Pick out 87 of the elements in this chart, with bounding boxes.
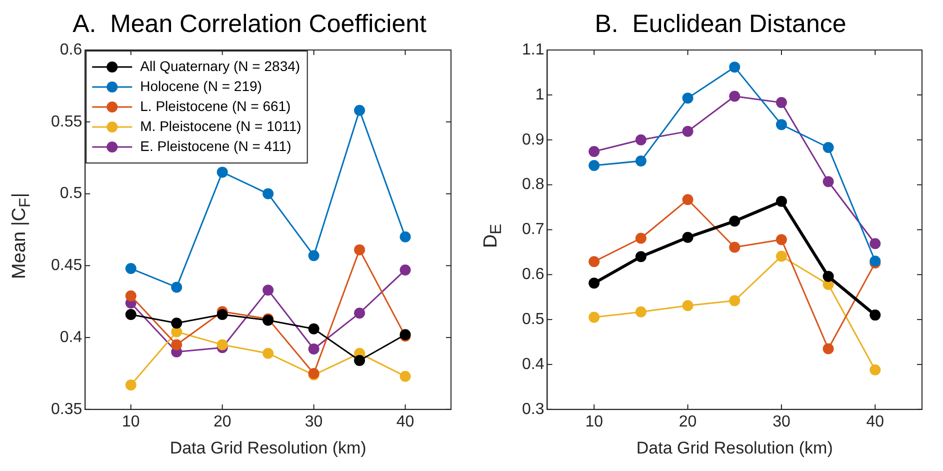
point (588, 278, 600, 289)
point (125, 263, 136, 274)
point (776, 196, 787, 207)
chart-title: A. Mean Correlation Coefficient (72, 10, 426, 38)
x-tick-label: 40 (866, 413, 884, 430)
point (354, 355, 366, 366)
point (635, 306, 646, 318)
x-axis-title: Data Grid Resolution (km) (636, 438, 833, 458)
point (588, 146, 600, 158)
point (776, 250, 787, 262)
y-tick-label: 0.7 (522, 221, 544, 238)
legend-label: Holocene (N = 219) (140, 78, 262, 94)
y-tick-label: 0.4 (522, 356, 544, 373)
point (822, 343, 834, 354)
point (635, 155, 646, 166)
point (308, 323, 320, 334)
point (822, 176, 834, 188)
point (125, 379, 136, 390)
x-tick-label: 20 (678, 413, 697, 430)
point (262, 348, 274, 359)
point (635, 251, 646, 262)
legend-label: E. Pleistocene (N = 411) (140, 138, 292, 154)
point (262, 284, 274, 296)
point (682, 194, 694, 206)
point (776, 97, 787, 108)
chart-title: B. Euclidean Distance (594, 10, 846, 38)
point (588, 312, 600, 323)
point (682, 232, 694, 243)
legend-label: M. Pleistocene (N = 1011) (140, 118, 302, 134)
point (729, 242, 740, 253)
point (776, 119, 787, 130)
point (635, 232, 646, 244)
y-tick-label: 0.5 (60, 185, 82, 202)
point (171, 318, 182, 329)
point (354, 244, 366, 256)
point (216, 339, 228, 350)
x-tick-label: 30 (772, 413, 790, 430)
point (308, 250, 320, 262)
point (729, 295, 740, 306)
point (822, 270, 834, 282)
y-tick-label: 0.4 (60, 328, 82, 346)
y-tick-label: 0.9 (522, 131, 544, 148)
y-tick-label: 1.1 (522, 41, 544, 58)
point (354, 308, 366, 319)
y-tick-label: 0.8 (522, 176, 544, 194)
x-axis-title: Data Grid Resolution (km) (170, 438, 366, 458)
point (400, 264, 411, 276)
y-tick-label: 0.45 (51, 257, 82, 274)
point (729, 90, 740, 102)
y-tick-label: 0.55 (51, 113, 82, 130)
y-tick-label: 0.6 (522, 266, 544, 284)
point (171, 282, 182, 293)
point (588, 160, 600, 171)
point (171, 339, 182, 350)
y-tick-label: 1 (535, 86, 544, 104)
point (125, 309, 136, 320)
x-tick-label: 30 (304, 413, 323, 430)
point (588, 256, 600, 268)
point (822, 142, 834, 153)
y-tick-label: 0.3 (522, 400, 544, 418)
point (682, 126, 694, 137)
point (776, 234, 787, 246)
point (400, 370, 411, 382)
point (682, 300, 694, 312)
point (125, 290, 136, 302)
point (870, 310, 881, 321)
legend-label: All Quaternary (N = 2834) (140, 58, 300, 74)
point (400, 231, 411, 242)
x-tick-label: 40 (396, 413, 414, 430)
y-tick-label: 0.5 (522, 310, 544, 328)
point (870, 364, 881, 376)
point (262, 188, 274, 200)
point (682, 92, 694, 104)
point (216, 309, 228, 320)
x-tick-label: 10 (585, 413, 604, 430)
y-tick-label: 0.6 (60, 41, 82, 58)
point (216, 166, 228, 178)
point (354, 104, 366, 116)
point (729, 216, 740, 227)
x-tick-label: 10 (122, 413, 140, 430)
x-tick-label: 20 (213, 413, 232, 430)
y-tick-label: 0.35 (51, 400, 82, 418)
point (635, 134, 646, 146)
point (729, 62, 740, 73)
point (870, 238, 881, 250)
legend-label: L. Pleistocene (N = 661) (140, 98, 291, 114)
point (308, 344, 320, 355)
